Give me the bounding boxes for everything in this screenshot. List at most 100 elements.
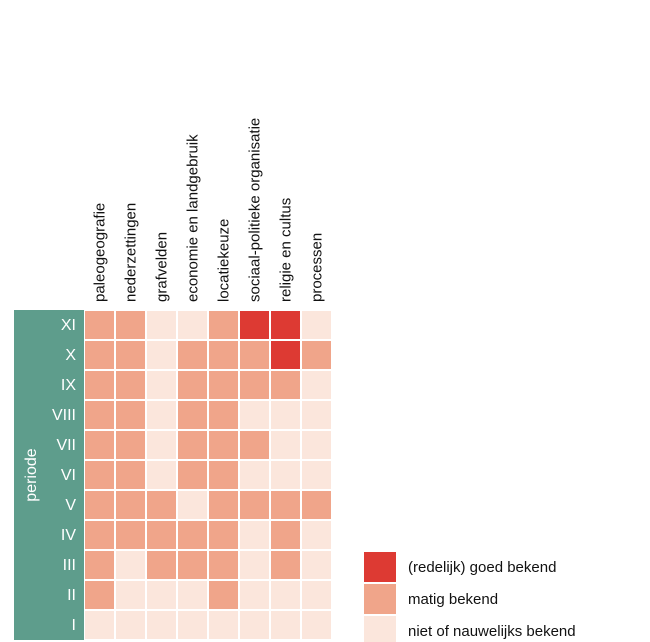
column-label-processen: processen — [309, 233, 326, 302]
cell-xi-paleogeografie — [85, 311, 114, 339]
cell-i-locatiekeuze — [209, 611, 238, 639]
cell-v-processen — [302, 491, 331, 519]
cell-i-grafvelden — [147, 611, 176, 639]
cell-vii-grafvelden — [147, 431, 176, 459]
row-axis-title: periode — [23, 448, 40, 501]
cell-iii-locatiekeuze — [209, 551, 238, 579]
cell-ix-religie-en-cultus — [271, 371, 300, 399]
cell-ii-economie-en-landgebruik — [178, 581, 207, 609]
cell-xi-nederzettingen — [116, 311, 145, 339]
cell-ix-sociaal-politieke-organisatie — [240, 371, 269, 399]
cell-vii-paleogeografie — [85, 431, 114, 459]
cell-iv-processen — [302, 521, 331, 549]
cell-ix-locatiekeuze — [209, 371, 238, 399]
cell-iii-nederzettingen — [116, 551, 145, 579]
cell-iv-religie-en-cultus — [271, 521, 300, 549]
cell-vi-sociaal-politieke-organisatie — [240, 461, 269, 489]
legend-swatch-redelijk-goed-bekend — [364, 552, 396, 582]
cell-iii-paleogeografie — [85, 551, 114, 579]
row-label-vi: VI — [61, 467, 76, 484]
row-label-ix: IX — [61, 377, 76, 394]
row-label-x: X — [65, 347, 76, 364]
cell-v-paleogeografie — [85, 491, 114, 519]
cell-vii-religie-en-cultus — [271, 431, 300, 459]
legend-label-niet-of-nauwelijks-bekend: niet of nauwelijks bekend — [408, 623, 576, 640]
cell-ii-grafvelden — [147, 581, 176, 609]
cell-xi-religie-en-cultus — [271, 311, 300, 339]
cell-vi-nederzettingen — [116, 461, 145, 489]
column-label-locatiekeuze: locatiekeuze — [216, 219, 233, 302]
cell-i-sociaal-politieke-organisatie — [240, 611, 269, 639]
cell-xi-sociaal-politieke-organisatie — [240, 311, 269, 339]
legend-label-redelijk-goed-bekend: (redelijk) goed bekend — [408, 559, 556, 576]
row-label-i: I — [72, 617, 76, 634]
cell-iii-grafvelden — [147, 551, 176, 579]
cell-xi-processen — [302, 311, 331, 339]
cell-i-nederzettingen — [116, 611, 145, 639]
cell-v-locatiekeuze — [209, 491, 238, 519]
cell-vii-economie-en-landgebruik — [178, 431, 207, 459]
cell-iv-economie-en-landgebruik — [178, 521, 207, 549]
cell-vi-processen — [302, 461, 331, 489]
cell-xi-locatiekeuze — [209, 311, 238, 339]
cell-x-grafvelden — [147, 341, 176, 369]
cell-x-processen — [302, 341, 331, 369]
cell-i-economie-en-landgebruik — [178, 611, 207, 639]
row-label-iv: IV — [61, 527, 76, 544]
cell-iv-nederzettingen — [116, 521, 145, 549]
cell-iii-sociaal-politieke-organisatie — [240, 551, 269, 579]
cell-vi-paleogeografie — [85, 461, 114, 489]
cell-iii-processen — [302, 551, 331, 579]
cell-vii-nederzettingen — [116, 431, 145, 459]
cell-xi-economie-en-landgebruik — [178, 311, 207, 339]
cell-viii-paleogeografie — [85, 401, 114, 429]
cell-ix-nederzettingen — [116, 371, 145, 399]
legend-swatch-matig-bekend — [364, 584, 396, 614]
cell-x-economie-en-landgebruik — [178, 341, 207, 369]
cell-xi-grafvelden — [147, 311, 176, 339]
row-label-v: V — [65, 497, 76, 514]
column-label-nederzettingen: nederzettingen — [123, 203, 140, 302]
cell-ii-nederzettingen — [116, 581, 145, 609]
cell-viii-sociaal-politieke-organisatie — [240, 401, 269, 429]
cell-ix-economie-en-landgebruik — [178, 371, 207, 399]
cell-vi-religie-en-cultus — [271, 461, 300, 489]
cell-v-economie-en-landgebruik — [178, 491, 207, 519]
cell-ii-locatiekeuze — [209, 581, 238, 609]
cell-viii-nederzettingen — [116, 401, 145, 429]
cell-viii-economie-en-landgebruik — [178, 401, 207, 429]
column-label-economie-en-landgebruik: economie en landgebruik — [185, 134, 202, 302]
cell-v-grafvelden — [147, 491, 176, 519]
cell-viii-grafvelden — [147, 401, 176, 429]
legend-label-matig-bekend: matig bekend — [408, 591, 498, 608]
cell-ii-sociaal-politieke-organisatie — [240, 581, 269, 609]
cell-i-processen — [302, 611, 331, 639]
cell-x-paleogeografie — [85, 341, 114, 369]
cell-viii-locatiekeuze — [209, 401, 238, 429]
cell-ii-paleogeografie — [85, 581, 114, 609]
row-label-vii: VII — [56, 437, 76, 454]
cell-ii-religie-en-cultus — [271, 581, 300, 609]
row-axis-strip — [14, 310, 84, 640]
cell-v-religie-en-cultus — [271, 491, 300, 519]
cell-x-religie-en-cultus — [271, 341, 300, 369]
cell-ix-processen — [302, 371, 331, 399]
cell-ix-paleogeografie — [85, 371, 114, 399]
cell-vii-processen — [302, 431, 331, 459]
cell-vi-grafvelden — [147, 461, 176, 489]
cell-vi-locatiekeuze — [209, 461, 238, 489]
cell-x-locatiekeuze — [209, 341, 238, 369]
cell-ii-processen — [302, 581, 331, 609]
cell-v-sociaal-politieke-organisatie — [240, 491, 269, 519]
row-label-ii: II — [67, 587, 76, 604]
cell-vii-sociaal-politieke-organisatie — [240, 431, 269, 459]
column-label-sociaal-politieke-organisatie: sociaal-politieke organisatie — [247, 118, 264, 302]
cell-v-nederzettingen — [116, 491, 145, 519]
cell-iv-sociaal-politieke-organisatie — [240, 521, 269, 549]
column-label-religie-en-cultus: religie en cultus — [278, 198, 295, 302]
cell-viii-religie-en-cultus — [271, 401, 300, 429]
cell-viii-processen — [302, 401, 331, 429]
row-label-viii: VIII — [52, 407, 76, 424]
column-label-paleogeografie: paleogeografie — [92, 203, 109, 302]
